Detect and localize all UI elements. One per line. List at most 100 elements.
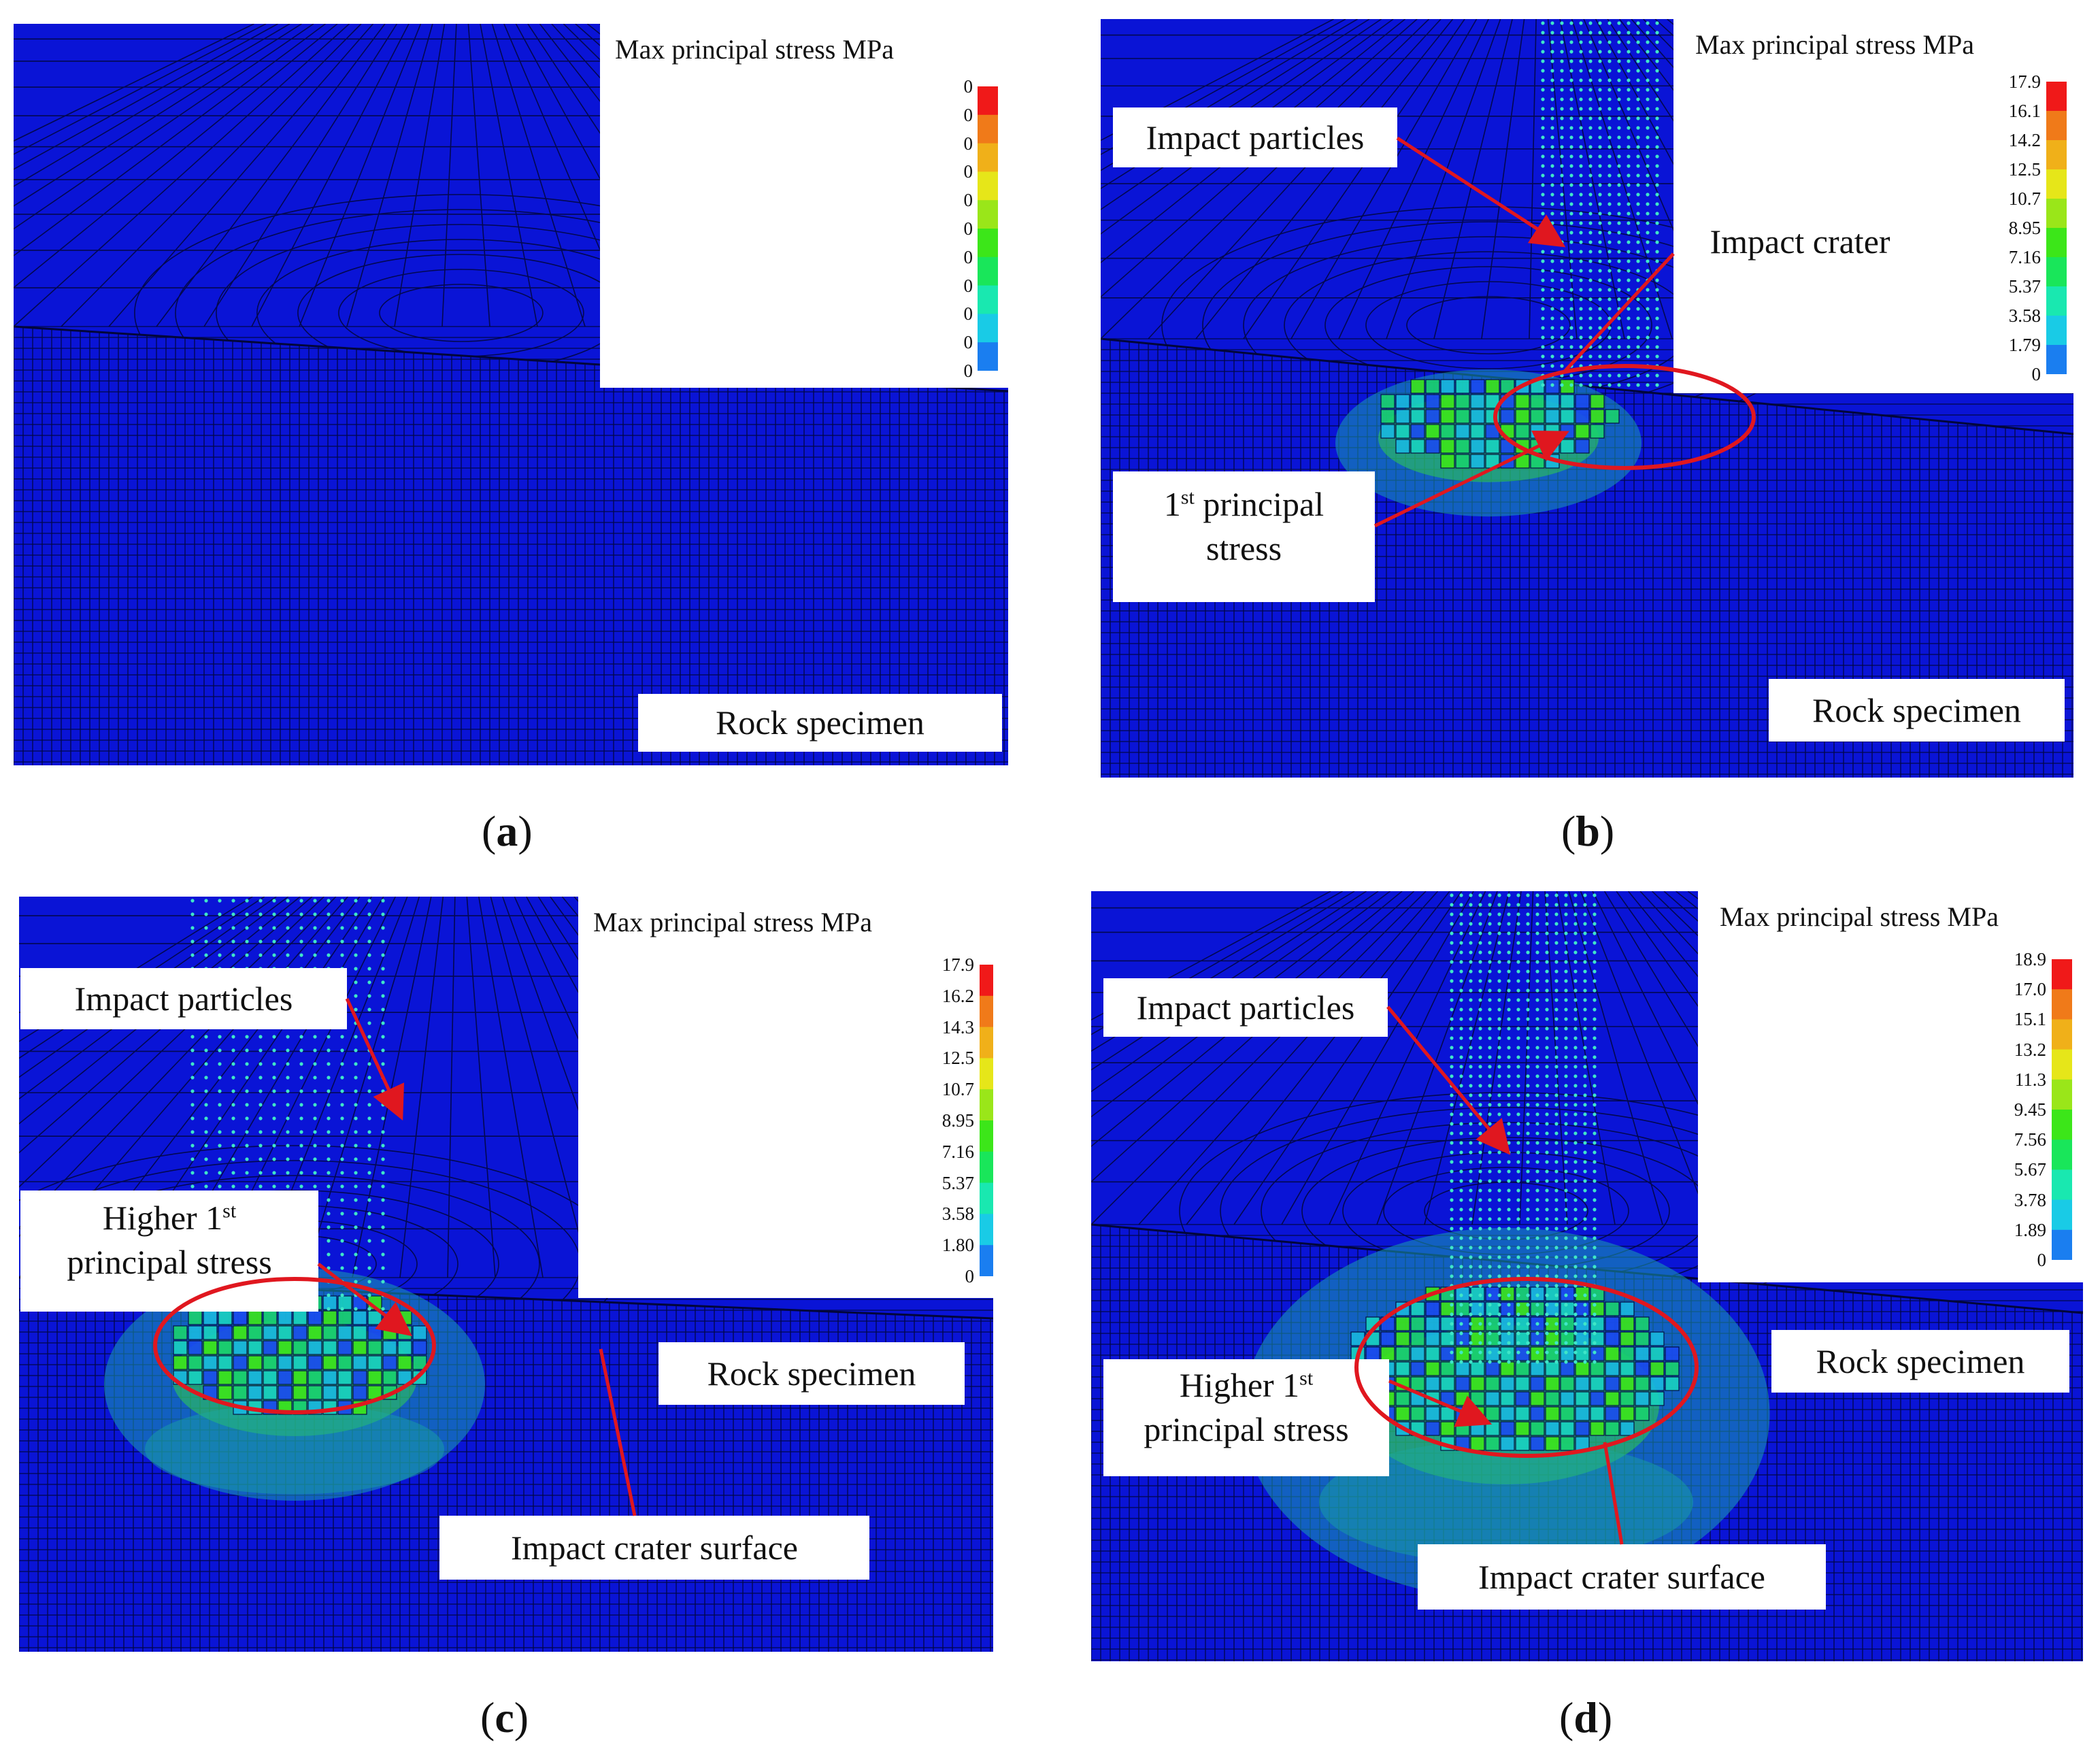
panel-a-tick-label: 0 (963, 190, 973, 211)
panel-b-tick-label: 8.95 (2008, 218, 2041, 238)
panel-b-legend-title: Max principal stress MPa (1695, 29, 1974, 60)
panel-d-scale-segment (2052, 1049, 2072, 1080)
panel-a-tick-label: 0 (963, 161, 973, 182)
panel-c-scale-segment (980, 1089, 993, 1121)
panel-d-scale-segment (2052, 1079, 2072, 1110)
panel-d-scale-segment (2052, 1199, 2072, 1231)
panel-d-legend-title: Max principal stress MPa (1720, 901, 1999, 932)
panel-b-tick-label: 17.9 (2008, 71, 2041, 92)
panel-c-tick-label: 12.5 (941, 1048, 974, 1069)
panel-b-scale-segment (2046, 140, 2067, 170)
panel-b-scale-segment (2046, 345, 2067, 374)
panel-b-scale-segment (2046, 228, 2067, 258)
panel-d-tick-label: 9.45 (2014, 1099, 2046, 1120)
panel-a-scale-segment (978, 256, 998, 286)
panel-c-rock-specimen-label: Rock specimen (659, 1342, 965, 1405)
panel-d-scale-segment (2052, 959, 2072, 990)
panel-d-scale-segment (2052, 1110, 2072, 1140)
panel-a-tick-label: 0 (963, 133, 973, 154)
panel-b-tick-label: 12.5 (2008, 159, 2041, 180)
panel-c-scale-segment (980, 1245, 993, 1276)
panel-c-tick-label: 8.95 (941, 1110, 974, 1131)
panel-d-tick-label: 7.56 (2014, 1129, 2046, 1150)
panel-d-scale-segment (2052, 1019, 2072, 1050)
panel-c-impact-crater-surface-label: Impact crater surface (439, 1516, 869, 1580)
panel-a-tick-label: 0 (963, 332, 973, 353)
panel-c-tick-label: 3.58 (941, 1203, 974, 1225)
panel-d-legend: Max principal stress MPa 18.9 17.0 15.1 13.… (1698, 891, 2083, 1282)
panel-c-tick-label: 14.3 (941, 1016, 974, 1037)
panel-d-tick-label: 18.9 (2014, 949, 2046, 969)
caption-a-letter: a (496, 807, 518, 855)
panel-c-legend-title: Max principal stress MPa (593, 907, 872, 937)
panel-d-impact-crater-surface-label: Impact crater surface (1418, 1544, 1826, 1610)
panel-c-impact-particles-label: Impact particles (20, 968, 347, 1029)
panel-c-legend: Max principal stress MPa 17.9 16.2 14.3 12.… (578, 897, 993, 1298)
panel-b-scale-segment (2046, 199, 2067, 229)
panel-a-scale-segment (978, 285, 998, 314)
caption-d: (d) (1559, 1693, 1613, 1742)
panel-b-scale-segment (2046, 169, 2067, 199)
panel-c-stress-line2: principal stress (67, 1243, 272, 1281)
panel-d-tick-label: 13.2 (2014, 1039, 2046, 1060)
panel-d-scale-segment (2052, 989, 2072, 1020)
panel-c-stress-line1: Higher 1st (102, 1199, 237, 1237)
panel-d-legend-ticks: 18.9 17.0 15.1 13.2 11.3 9.45 7.56 5.67 3.78 1.89… (1984, 950, 2046, 1269)
panel-d-tick-label: 3.78 (2014, 1189, 2046, 1210)
panel-c-scale-segment (980, 1120, 993, 1152)
panel-d-stress-line2: principal stress (1144, 1410, 1349, 1448)
panel-c-scale-segment (980, 965, 993, 997)
panel-a-tick-label: 0 (963, 246, 973, 267)
panel-c-scale-segment (980, 1027, 993, 1059)
panel-d-tick-label: 11.3 (2014, 1069, 2046, 1090)
panel-b-color-scale (2046, 82, 2067, 374)
panel-d-tick-label: 1.89 (2014, 1219, 2046, 1240)
panel-b-tick-label: 5.37 (2008, 276, 2041, 297)
panel-d-impact-particles-label: Impact particles (1103, 978, 1388, 1037)
panel-c-tick-label: 0 (965, 1266, 975, 1286)
caption-c: (c) (480, 1693, 529, 1742)
panel-a-scale-segment (978, 342, 998, 371)
panel-a-scale-segment (978, 143, 998, 172)
panel-d-tick-label: 15.1 (2014, 1009, 2046, 1030)
panel-c-tick-label: 5.37 (941, 1172, 974, 1193)
panel-b-tick-label: 3.58 (2008, 305, 2041, 326)
panel-c-scale-segment (980, 995, 993, 1028)
panel-a-scale-segment (978, 171, 998, 201)
panel-d-scale-segment (2052, 1139, 2072, 1170)
panel-b-tick-label: 7.16 (2008, 247, 2041, 267)
panel-b-impact-particles-label: Impact particles (1113, 107, 1397, 167)
panel-d-scale-segment (2052, 1169, 2072, 1201)
panel-c-higher-principal-stress-label: Higher 1st principal stress (20, 1191, 318, 1312)
panel-a-legend: Max principal stress MPa 0 0 0 0 0 0 0 0 0 0 0 (600, 24, 1008, 388)
panel-b-tick-label: 10.7 (2008, 188, 2041, 209)
caption-d-letter: d (1573, 1693, 1598, 1742)
panel-b-impact-crater-label: Impact crater (1673, 212, 1927, 271)
panel-b-rock-specimen-label: Rock specimen (1769, 679, 2065, 742)
panel-c-scale-segment (980, 1058, 993, 1090)
panel-b-tick-label: 14.2 (2008, 130, 2041, 150)
panel-d-stress-line1: Higher 1st (1179, 1366, 1314, 1404)
panel-a-scale-segment (978, 200, 998, 229)
caption-b: (b) (1561, 807, 1615, 855)
panel-a-tick-label: 0 (963, 303, 973, 324)
panel-a-front-face (14, 327, 1008, 765)
panel-c-scale-segment (980, 1151, 993, 1184)
panel-a-tick-label: 0 (963, 104, 973, 125)
panel-b-stress-line2: stress (1205, 529, 1282, 567)
panel-d-color-scale (2052, 959, 2072, 1260)
panel-d-scale-segment (2052, 1229, 2072, 1260)
panel-c-tick-label: 17.9 (941, 954, 974, 975)
panel-c-tick-label: 10.7 (941, 1079, 974, 1100)
panel-c-tick-label: 1.80 (941, 1235, 974, 1256)
panel-c-scale-segment (980, 1214, 993, 1246)
panel-b-scale-segment (2046, 82, 2067, 112)
panel-b-legend-ticks: 17.9 16.1 14.2 12.5 10.7 8.95 7.16 5.37 3.58 1.79… (1973, 73, 2041, 384)
panel-b-tick-label: 16.1 (2008, 101, 2041, 121)
panel-a-tick-label: 0 (963, 218, 973, 239)
panel-d-rock-specimen-label: Rock specimen (1771, 1330, 2069, 1393)
caption-b-letter: b (1576, 807, 1600, 855)
panel-d-tick-label: 0 (2037, 1250, 2047, 1270)
panel-d-tick-label: 17.0 (2014, 979, 2046, 1000)
panel-a-simulation: Max principal stress MPa 0 0 0 0 0 0 0 0 0 0 0 Roc… (14, 24, 1008, 765)
